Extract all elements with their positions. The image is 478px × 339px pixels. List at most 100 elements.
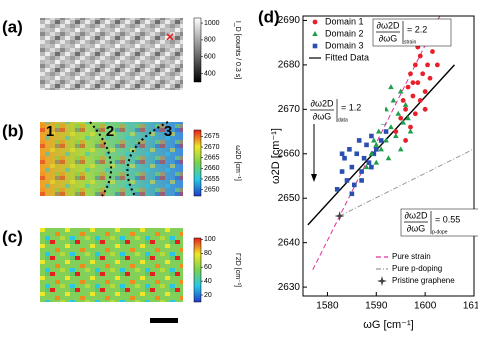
legend-swatch <box>312 31 318 36</box>
point <box>359 169 364 174</box>
annotation-value: = 1.2 <box>341 102 361 112</box>
annotation-denominator: ∂ωG <box>313 111 331 121</box>
point <box>374 147 379 152</box>
point <box>373 160 379 165</box>
point <box>367 160 372 165</box>
legend-label: Pure strain <box>392 252 431 261</box>
line <box>308 65 455 225</box>
point <box>408 125 413 130</box>
colorbar-label: Γ2D [cm⁻¹] <box>234 253 241 287</box>
y-axis-label: ω2D [cm⁻¹] <box>270 128 282 184</box>
point <box>413 111 418 116</box>
map-marker: × <box>166 29 174 45</box>
legend-swatch <box>377 276 387 286</box>
y-tick-label: 2630 <box>278 282 301 293</box>
colorbar-tick-label: 80 <box>204 250 212 257</box>
y-tick-label: 2640 <box>278 237 301 248</box>
point <box>395 111 401 116</box>
colorbar-tick-label: 2670 <box>204 144 220 151</box>
colorbar-tick-label: 600 <box>204 54 216 61</box>
point <box>362 156 367 161</box>
region-label: 3 <box>164 123 172 140</box>
legend-label: Domain 1 <box>325 16 364 26</box>
x-tick-label: 1580 <box>316 301 339 312</box>
colorbar-tick-label: 40 <box>204 278 212 285</box>
point <box>408 71 413 76</box>
figure: (a)4006008001000I_D [counts / 0.3 s]×(b)… <box>0 0 478 334</box>
point <box>428 76 433 81</box>
legend-label: Fitted Data <box>325 52 369 62</box>
annotation-denominator: ∂ωG <box>407 223 425 233</box>
point <box>430 49 435 54</box>
region-label: 2 <box>106 123 114 140</box>
colorbar-tick-label: 60 <box>204 264 212 271</box>
point <box>384 129 389 134</box>
point <box>359 178 364 183</box>
point <box>420 71 425 76</box>
point <box>403 138 408 143</box>
point <box>413 62 418 67</box>
legend-swatch <box>313 20 318 25</box>
x-tick-label: 1590 <box>365 301 388 312</box>
point <box>423 107 428 112</box>
x-tick-label: 1600 <box>414 301 437 312</box>
point <box>435 62 440 67</box>
annotation-denominator: ∂ωG <box>379 33 397 43</box>
panel-label: (a) <box>2 17 23 36</box>
colorbar-label: I_D [counts / 0.3 s] <box>234 21 241 79</box>
point <box>415 80 420 85</box>
colorbar <box>194 238 201 302</box>
point <box>401 98 406 103</box>
point <box>369 165 374 170</box>
point <box>369 134 374 139</box>
region-label: 1 <box>46 123 54 140</box>
annotation-numerator: ∂ω2D <box>311 98 334 108</box>
x-tick-label: 1610 <box>463 301 478 312</box>
point <box>398 116 403 121</box>
legend-label: Domain 3 <box>325 40 364 50</box>
point <box>418 54 423 59</box>
panel-label: (d) <box>258 7 280 26</box>
colorbar-tick-label: 100 <box>204 236 216 243</box>
annotation-subscript: data <box>338 117 348 123</box>
legend-label: Pristine graphene <box>392 276 455 285</box>
point <box>403 107 408 112</box>
point <box>373 142 379 147</box>
point <box>347 147 352 152</box>
annotation-value: = 2.2 <box>407 24 427 34</box>
y-tick-label: 2650 <box>278 193 301 204</box>
point <box>393 129 398 134</box>
point <box>391 97 397 102</box>
point <box>388 124 394 129</box>
point <box>376 129 382 134</box>
point <box>406 85 411 90</box>
map-image <box>40 18 183 90</box>
point <box>350 191 355 196</box>
colorbar-tick-label: 20 <box>204 292 212 299</box>
x-axis-label: ωG [cm⁻¹] <box>363 319 413 331</box>
annotation-subscript: p-dope <box>432 229 448 235</box>
colorbar-tick-label: 400 <box>204 70 216 77</box>
point <box>411 94 416 99</box>
point <box>335 187 340 192</box>
point <box>425 62 430 67</box>
legend-label: Pure p-doping <box>392 264 442 273</box>
panel-label: (b) <box>2 121 24 140</box>
colorbar-tick-label: 2665 <box>204 155 220 162</box>
colorbar-tick-label: 2655 <box>204 176 220 183</box>
annotation-subscript: strain <box>404 39 416 45</box>
y-tick-label: 2680 <box>278 60 301 71</box>
annotation-numerator: ∂ω2D <box>377 20 400 30</box>
point <box>379 138 384 143</box>
point <box>398 146 404 151</box>
point <box>386 155 392 160</box>
colorbar <box>194 18 201 82</box>
point <box>342 156 347 161</box>
point <box>357 138 362 143</box>
point <box>411 80 416 85</box>
panel-label: (c) <box>2 227 23 246</box>
point <box>388 84 394 89</box>
legend-label: Domain 2 <box>325 28 364 38</box>
colorbar-tick-label: 2650 <box>204 186 220 193</box>
arrow-head <box>311 174 317 182</box>
